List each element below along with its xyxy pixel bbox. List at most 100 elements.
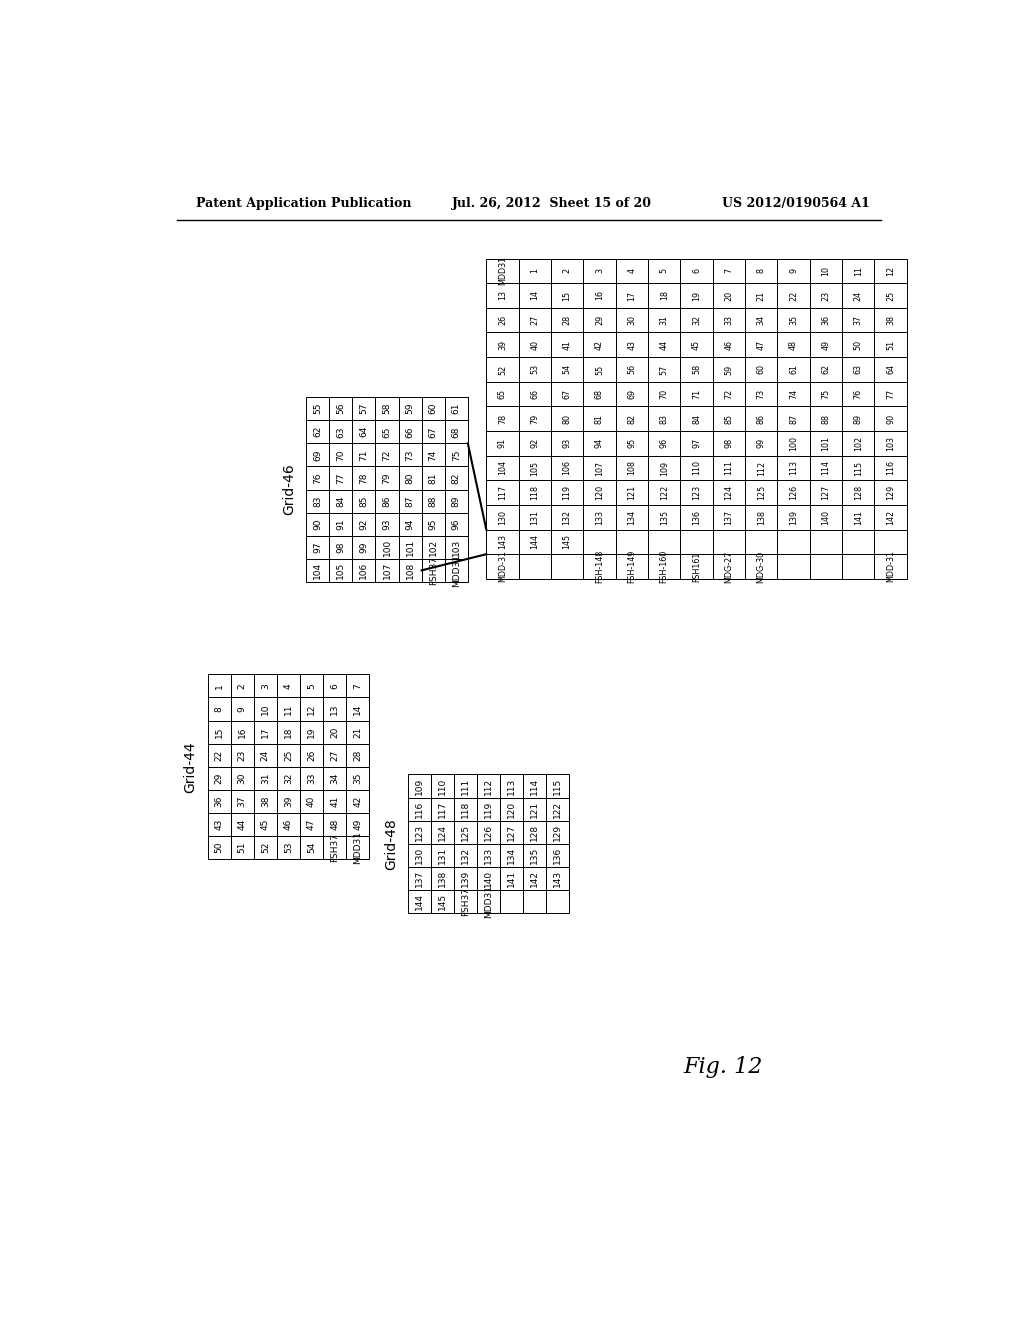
Text: 40: 40 [307, 796, 316, 807]
Text: 130: 130 [498, 510, 507, 525]
Text: 122: 122 [659, 484, 669, 500]
Bar [346, 836, 370, 859]
Text: FSH37: FSH37 [429, 556, 437, 585]
Text: 28: 28 [353, 750, 362, 760]
Bar [352, 397, 376, 420]
Text: 77: 77 [336, 473, 345, 483]
Bar [444, 512, 468, 536]
Text: 144: 144 [415, 892, 424, 909]
Bar [518, 381, 551, 407]
Bar [648, 333, 680, 358]
Bar [745, 308, 777, 333]
Text: 45: 45 [261, 818, 269, 830]
Bar [500, 797, 523, 821]
Text: 68: 68 [595, 389, 604, 399]
Text: 81: 81 [429, 473, 437, 483]
Bar [745, 381, 777, 407]
Bar [810, 358, 842, 381]
Bar [352, 536, 376, 558]
Bar [680, 455, 713, 480]
Bar [431, 797, 454, 821]
Bar [408, 843, 431, 867]
Bar [648, 407, 680, 430]
Bar [352, 466, 376, 490]
Bar [745, 333, 777, 358]
Bar [352, 420, 376, 444]
Text: 102: 102 [429, 539, 437, 556]
Text: 54: 54 [307, 842, 316, 853]
Text: 59: 59 [406, 403, 415, 414]
Bar [810, 259, 842, 284]
Text: 88: 88 [821, 413, 830, 424]
Text: 37: 37 [854, 315, 862, 325]
Bar [810, 407, 842, 430]
Bar [230, 743, 254, 767]
Bar [842, 480, 874, 504]
Text: 32: 32 [692, 315, 701, 325]
Bar [810, 381, 842, 407]
Text: 93: 93 [562, 438, 571, 449]
Bar [551, 333, 584, 358]
Bar [323, 767, 346, 789]
Bar [745, 529, 777, 554]
Bar [713, 506, 745, 529]
Text: 86: 86 [757, 413, 766, 424]
Bar [323, 743, 346, 767]
Bar [254, 743, 276, 767]
Text: 79: 79 [530, 413, 540, 424]
Bar [777, 480, 810, 504]
Bar [346, 789, 370, 813]
Text: 72: 72 [724, 389, 733, 399]
Text: 20: 20 [724, 290, 733, 301]
Bar [547, 775, 569, 797]
Bar [276, 813, 300, 836]
Bar [648, 529, 680, 554]
Bar [874, 333, 906, 358]
Text: 36: 36 [215, 796, 223, 807]
Text: 75: 75 [821, 389, 830, 399]
Text: 33: 33 [724, 315, 733, 325]
Bar [486, 259, 518, 284]
Text: 57: 57 [659, 364, 669, 375]
Text: 104: 104 [313, 562, 323, 579]
Text: 61: 61 [452, 403, 461, 414]
Bar [874, 358, 906, 381]
Text: 64: 64 [886, 364, 895, 375]
Bar [777, 381, 810, 407]
Bar [518, 506, 551, 529]
Bar [454, 775, 477, 797]
Bar [486, 333, 518, 358]
Bar [444, 444, 468, 466]
Text: 131: 131 [438, 846, 446, 863]
Text: 105: 105 [530, 461, 540, 475]
Bar [842, 259, 874, 284]
Bar [874, 554, 906, 578]
Text: 72: 72 [383, 449, 391, 461]
Bar [398, 558, 422, 582]
Text: 85: 85 [359, 495, 369, 507]
Bar [330, 444, 352, 466]
Text: 78: 78 [359, 473, 369, 483]
Text: Patent Application Publication: Patent Application Publication [196, 197, 412, 210]
Bar [518, 455, 551, 480]
Bar [330, 466, 352, 490]
Text: 61: 61 [790, 364, 798, 375]
Bar [376, 558, 398, 582]
Bar [346, 721, 370, 743]
Bar [422, 536, 444, 558]
Bar [208, 789, 230, 813]
Text: 27: 27 [330, 750, 339, 760]
Text: 127: 127 [507, 824, 516, 841]
Bar [376, 512, 398, 536]
Bar [352, 490, 376, 512]
Text: 117: 117 [498, 484, 507, 500]
Bar [454, 843, 477, 867]
Bar [454, 867, 477, 890]
Bar [398, 444, 422, 466]
Bar [408, 890, 431, 913]
Text: 26: 26 [498, 315, 507, 325]
Bar [842, 430, 874, 455]
Text: 71: 71 [692, 389, 701, 399]
Bar [454, 821, 477, 843]
Text: 24: 24 [854, 290, 862, 301]
